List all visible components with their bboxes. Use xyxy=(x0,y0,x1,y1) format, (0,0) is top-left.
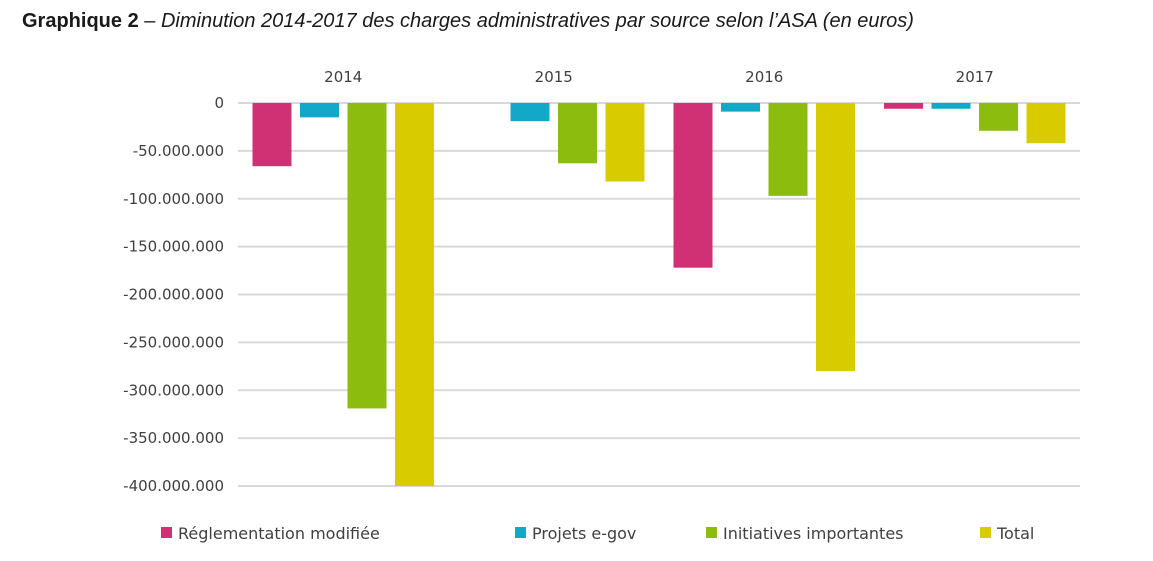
chart-title-separator: – xyxy=(138,10,161,32)
chart-title-text: Diminution 2014-2017 des charges adminis… xyxy=(160,10,914,32)
y-tick-label: -150.000.000 xyxy=(123,238,224,256)
bar xyxy=(1026,103,1066,144)
bar xyxy=(300,103,339,118)
bar xyxy=(605,103,645,182)
category-label: 2016 xyxy=(745,68,783,86)
y-tick-label: -50.000.000 xyxy=(133,142,224,160)
bar xyxy=(252,103,292,167)
y-axis-labels: 0 -50.000.000 -100.000.000 -150.000.000 -200… xyxy=(123,94,224,495)
legend-swatch xyxy=(161,527,172,538)
legend-swatch xyxy=(706,527,717,538)
chart-title: Graphique 2 – Diminution 2014-2017 des c… xyxy=(22,10,914,33)
category-label: 2014 xyxy=(324,68,362,86)
bar xyxy=(816,103,855,372)
y-tick-label: 0 xyxy=(214,94,224,112)
y-tick-label: -400.000.000 xyxy=(123,477,224,495)
y-tick-label: -300.000.000 xyxy=(123,381,224,399)
category-label: 2015 xyxy=(535,68,573,86)
bar xyxy=(347,103,387,409)
bar xyxy=(395,103,434,486)
chart-title-prefix: Graphique 2 xyxy=(22,10,139,32)
bars xyxy=(252,103,1066,486)
bar xyxy=(558,103,597,164)
bar xyxy=(884,103,923,109)
category-labels: 2014 2015 2016 2017 xyxy=(324,68,994,86)
legend-label: Réglementation modifiée xyxy=(178,524,380,543)
y-tick-label: -200.000.000 xyxy=(123,286,224,304)
legend-swatch xyxy=(515,527,526,538)
y-tick-label: -350.000.000 xyxy=(123,429,224,447)
bar xyxy=(768,103,808,196)
bar xyxy=(673,103,713,268)
bar xyxy=(931,103,971,109)
legend-label: Initiatives importantes xyxy=(723,524,904,543)
bar xyxy=(979,103,1018,131)
category-label: 2017 xyxy=(956,68,994,86)
legend-label: Total xyxy=(996,524,1034,543)
bar xyxy=(721,103,760,112)
legend: Réglementation modifiée Projets e-gov Init… xyxy=(161,524,1034,543)
y-tick-label: -100.000.000 xyxy=(123,190,224,208)
legend-label: Projets e-gov xyxy=(532,524,636,543)
y-tick-label: -250.000.000 xyxy=(123,333,224,351)
legend-swatch xyxy=(980,527,991,538)
bar xyxy=(510,103,550,122)
